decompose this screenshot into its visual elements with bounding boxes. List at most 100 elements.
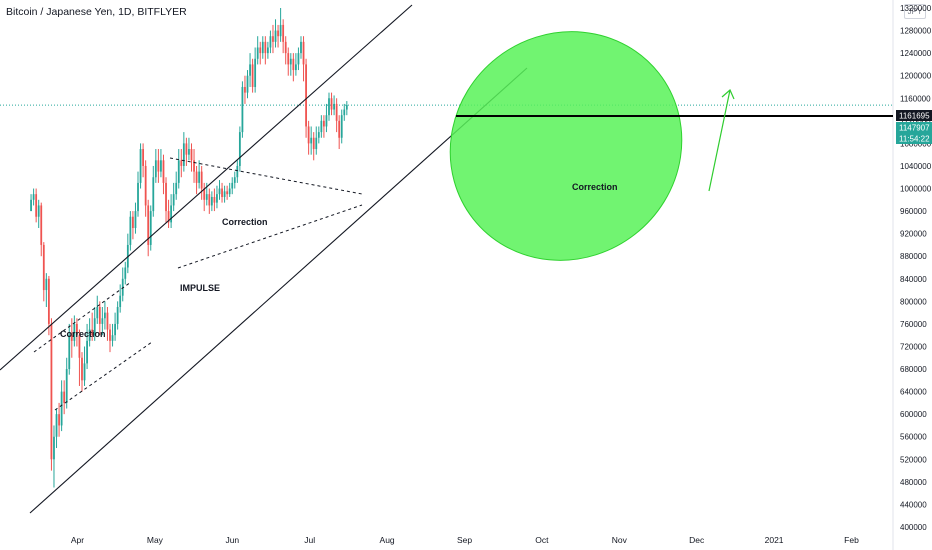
- candle-body: [70, 335, 73, 341]
- channel-lower-line: [29, 67, 528, 514]
- candle-body: [144, 165, 147, 206]
- candle-body: [266, 47, 269, 54]
- candle: [228, 182, 231, 197]
- price-tick-5: 1120000: [900, 117, 931, 126]
- candle: [325, 103, 328, 133]
- candle: [256, 36, 259, 65]
- candle-body: [93, 318, 96, 336]
- annotation-impulse: IMPULSE: [180, 283, 220, 293]
- candle-body: [328, 98, 330, 116]
- candle-body: [333, 103, 335, 110]
- candle: [266, 41, 269, 59]
- price-tick-14: 760000: [900, 320, 927, 329]
- candle: [345, 101, 348, 116]
- candle-body: [40, 205, 43, 245]
- candle: [254, 47, 257, 93]
- price-tick-8: 1000000: [900, 185, 932, 194]
- candle: [109, 323, 111, 353]
- candle: [30, 194, 32, 212]
- candle: [213, 188, 216, 212]
- candle: [182, 132, 185, 172]
- candle: [294, 53, 297, 76]
- candle: [261, 36, 264, 59]
- candle: [218, 180, 221, 200]
- price-tick-2: 1240000: [900, 49, 932, 58]
- candle-body: [221, 188, 223, 197]
- candle-body: [259, 47, 262, 54]
- candle-body: [162, 160, 165, 183]
- candle-body: [165, 182, 167, 212]
- candle: [279, 8, 282, 42]
- candle: [68, 323, 71, 375]
- candle: [180, 149, 183, 178]
- candle: [238, 126, 241, 172]
- candle-body: [109, 329, 111, 341]
- candle: [88, 318, 91, 347]
- candle-body: [106, 312, 109, 330]
- candle-body: [37, 205, 40, 217]
- candle: [86, 323, 88, 370]
- candle-body: [50, 323, 53, 460]
- candle: [274, 19, 277, 48]
- candle: [292, 53, 295, 82]
- candle: [111, 323, 114, 347]
- flag-lower-line: [54, 341, 153, 411]
- candle: [190, 143, 193, 172]
- candle-body: [157, 160, 160, 172]
- annotation-correction-2: Correction: [222, 217, 268, 227]
- candle-body: [114, 323, 116, 336]
- candle: [282, 19, 285, 54]
- candle-body: [210, 196, 213, 206]
- projection-arrow-head: [721, 89, 735, 100]
- candle: [317, 126, 320, 144]
- candle-body: [233, 177, 236, 183]
- price-tick-16: 680000: [900, 365, 927, 374]
- candle-body: [312, 137, 315, 150]
- candle-body: [142, 149, 145, 166]
- candle-body: [205, 194, 208, 200]
- candle-body: [111, 335, 114, 341]
- candle: [236, 160, 239, 183]
- candle-body: [58, 414, 60, 426]
- candle-body: [302, 41, 305, 65]
- candle-body: [73, 323, 76, 341]
- candle-body: [175, 182, 178, 195]
- candle-body: [55, 414, 58, 437]
- candle: [177, 149, 180, 189]
- candle: [340, 109, 343, 144]
- candle: [96, 295, 99, 324]
- time-tick-10: Feb: [844, 535, 859, 545]
- candle-body: [116, 306, 119, 324]
- candle: [333, 95, 335, 116]
- candle: [249, 53, 251, 87]
- candle-body: [83, 363, 86, 381]
- candle-body: [284, 41, 287, 54]
- price-tick-3: 1200000: [900, 72, 932, 81]
- candle-body: [172, 194, 175, 206]
- candle-body: [32, 194, 35, 200]
- candle: [149, 205, 152, 251]
- candle-body: [75, 323, 78, 336]
- candle: [302, 36, 305, 82]
- triangle-upper-line: [169, 157, 363, 195]
- candle: [246, 70, 249, 99]
- candle-body: [297, 53, 300, 65]
- currency-selector[interactable]: JPY: [904, 4, 926, 19]
- candle-body: [226, 191, 229, 195]
- candle: [32, 188, 35, 206]
- candle-body: [246, 75, 249, 93]
- candle: [37, 199, 40, 229]
- price-tag-resistance-bg: [896, 110, 932, 121]
- candle: [81, 352, 83, 392]
- time-axis-labels: Apr May Jun Jul Aug Sep Oct Nov Dec 2021 Feb: [71, 535, 859, 545]
- price-tick-20: 520000: [900, 455, 927, 464]
- candle-body: [241, 86, 244, 133]
- symbol-title: Bitcoin / Japanese Yen, 1D, BITFLYER: [6, 6, 187, 18]
- candle: [147, 199, 150, 257]
- candle-body: [256, 47, 259, 59]
- candle-body: [223, 191, 226, 197]
- candle: [172, 182, 175, 212]
- price-tick-18: 600000: [900, 410, 927, 419]
- time-tick-2: Jun: [225, 535, 239, 545]
